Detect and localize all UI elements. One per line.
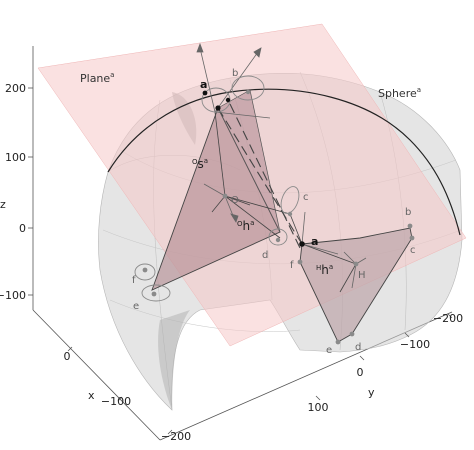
z-axis-label: z xyxy=(0,198,6,211)
sphere-label: Spherea xyxy=(378,86,421,100)
y-axis: −200 −100 0 100 y xyxy=(308,312,464,414)
y-tick-label: −100 xyxy=(400,338,430,351)
vertex-label-top-b: b xyxy=(232,68,238,79)
z-axis: 200 100 0 −100 z xyxy=(0,82,33,302)
y-tick-label: 100 xyxy=(308,401,329,414)
vertex-label-left-e: e xyxy=(133,301,139,312)
symbol-h: Oha xyxy=(237,219,254,233)
vertex-label-mid-e: e xyxy=(326,345,332,356)
great-circle-arc xyxy=(107,88,461,236)
y-tick-label: 0 xyxy=(357,366,364,379)
plane-label: Planea xyxy=(80,71,114,85)
direction-arrows xyxy=(196,42,367,289)
projected-polygon xyxy=(299,227,413,343)
vertex-label-d-near-o: d xyxy=(262,250,268,261)
vertex-label-mid-d: d xyxy=(355,342,361,353)
vertex-points xyxy=(142,89,415,345)
vertex-rings xyxy=(134,75,300,302)
x-tick-label: −100 xyxy=(101,395,131,408)
z-tick-label: 0 xyxy=(19,222,26,235)
x-axis-label: x xyxy=(88,389,95,402)
vertex-label-mid-c: c xyxy=(410,245,416,256)
hub-label: H xyxy=(358,270,366,281)
z-tick-label: 100 xyxy=(5,151,26,164)
x-tick-label: 0 xyxy=(64,350,71,363)
symbol-s: Osa xyxy=(192,157,208,171)
symbol-hh: Hha xyxy=(316,263,333,277)
vertex-label-mid-f: f xyxy=(290,260,294,271)
vertex-label-mid-b: b xyxy=(405,207,411,218)
x-axis: 0 −100 −200 x xyxy=(64,346,191,443)
construction-lines xyxy=(211,103,357,293)
vertex-label-c-near-o: c xyxy=(303,192,309,203)
origin-label: O xyxy=(231,195,239,206)
y-tick-label: −200 xyxy=(433,312,463,325)
z-tick-label: 200 xyxy=(5,82,26,95)
y-axis-label: y xyxy=(368,386,375,399)
z-tick-label: −100 xyxy=(0,289,26,302)
vertex-label-left-f: f xyxy=(132,275,136,286)
x-tick-label: −200 xyxy=(161,430,191,443)
vertex-label-top-a: a xyxy=(200,78,207,91)
vertex-label-mid-a: a xyxy=(311,235,318,248)
triangle-apex-face xyxy=(217,89,281,233)
